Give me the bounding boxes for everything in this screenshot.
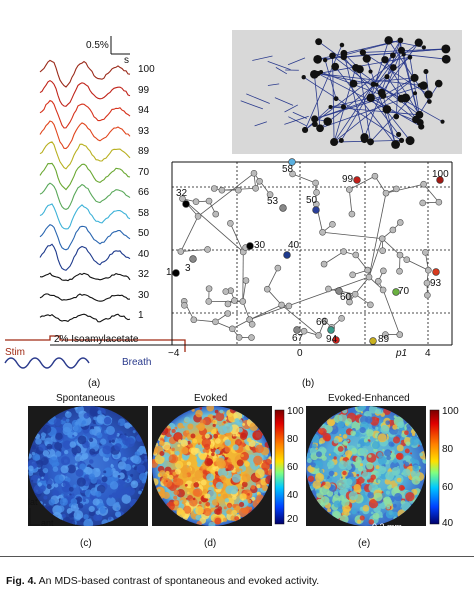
scale-time-label: s: [124, 55, 129, 66]
trace-line: [40, 273, 130, 281]
mds-node: [370, 338, 377, 345]
trace-label: 40: [138, 249, 149, 260]
trace-label: 32: [138, 269, 149, 280]
mds-node-label: 50: [306, 195, 317, 206]
trace-line: [40, 204, 130, 229]
ant-label: ant: [41, 518, 54, 528]
colorbar-d-tick: 100: [287, 406, 304, 417]
colorbar-d-tick: 20: [287, 514, 298, 525]
x-tick-4: 4: [425, 348, 431, 359]
mds-node: [173, 270, 180, 277]
mds-node: [183, 201, 190, 208]
mds-node-label: 94: [326, 334, 337, 345]
trace-label: 1: [138, 310, 144, 321]
mds-node: [433, 269, 440, 276]
trace-label: 30: [138, 290, 149, 301]
caption-body: An MDS-based contrast of spontaneous and…: [36, 575, 319, 587]
trace-label: 94: [138, 105, 149, 116]
mds-node: [190, 256, 197, 263]
x-tick-neg4: −4: [168, 348, 179, 359]
colorbar-d: [275, 410, 284, 524]
colorbar-e-tick: 100: [442, 406, 459, 417]
mds-node-label: 93: [430, 278, 441, 289]
colorbar-e: [430, 410, 439, 524]
evoked-map: [149, 404, 274, 529]
colorbar-d-tick: 40: [287, 490, 298, 501]
mds-node: [328, 327, 335, 334]
trace-label: 50: [138, 228, 149, 239]
figure-number: Fig. 4.: [6, 575, 36, 587]
mds-node: [313, 207, 320, 214]
scale-percent-label: 0.5%: [86, 40, 109, 51]
trace-line: [40, 314, 130, 322]
mds-node-label: 60: [340, 292, 351, 303]
mds-node-label: 40: [288, 240, 299, 251]
trace-label: 58: [138, 208, 149, 219]
trace-line: [40, 244, 130, 270]
panel-a-label: (a): [88, 378, 100, 389]
mds-node-label: 58: [282, 164, 293, 175]
spontaneous-map: [27, 405, 150, 529]
x-tick-0: 0: [297, 348, 303, 359]
colorbar-d-tick: 60: [287, 462, 298, 473]
colorbar-e-tick: 60: [442, 482, 453, 493]
trace-label: 89: [138, 146, 149, 157]
trace-label: 99: [138, 85, 149, 96]
mds-node: [354, 177, 361, 184]
scale-bar: [111, 36, 130, 54]
breath-trace: [5, 358, 89, 368]
mds-node-label: 70: [398, 286, 409, 297]
mds-node-label: 1: [166, 267, 172, 278]
trace-line: [40, 294, 130, 301]
trace-line: [40, 183, 130, 209]
evoked-enhanced-title: Evoked-Enhanced: [328, 393, 410, 404]
mds-node: [280, 205, 287, 212]
colorbar-e-tick: 40: [442, 518, 453, 529]
odor-label: 2% Isoamylacetate: [54, 334, 139, 345]
mds-node-label: 99: [342, 174, 353, 185]
colorbar-e-tick: 80: [442, 444, 453, 455]
mds-node-label: 30: [254, 240, 265, 251]
trace-label: 66: [138, 187, 149, 198]
caption-bar: Fig. 4. An MDS-based contrast of spontan…: [0, 556, 474, 592]
breath-label: Breath: [122, 357, 151, 368]
mds-node: [284, 252, 291, 259]
spontaneous-title: Spontaneous: [56, 393, 115, 404]
mds-node-label: 3: [185, 263, 191, 274]
trace-line: [40, 81, 130, 107]
trace-label: 100: [138, 64, 155, 75]
mds-node-label: 53: [267, 196, 278, 207]
axis-label-p1: p1: [396, 348, 407, 359]
panel-c-label: (c): [80, 538, 92, 549]
figure-canvas: [0, 0, 474, 556]
mds-node-label: 32: [176, 188, 187, 199]
panel-d-label: (d): [204, 538, 216, 549]
evoked-enhanced-map: [306, 402, 429, 526]
figure-caption: Fig. 4. An MDS-based contrast of spontan…: [6, 575, 319, 587]
mds-node-label: 67: [292, 333, 303, 344]
scale-bar-label: 0.2 mm: [372, 522, 402, 532]
evoked-title: Evoked: [194, 393, 227, 404]
trace-label: 70: [138, 167, 149, 178]
stim-label: Stim: [5, 347, 25, 358]
lat-label: lat: [28, 497, 38, 507]
panel-b-label: (b): [302, 378, 314, 389]
mds-node: [247, 243, 254, 250]
trace-group: [40, 60, 130, 321]
mds-node-label: 66: [316, 317, 327, 328]
trace-label: 93: [138, 126, 149, 137]
mds-node-label: 100: [432, 169, 449, 180]
mds-node-label: 89: [378, 334, 389, 345]
colorbar-d-tick: 80: [287, 434, 298, 445]
panel-e-label: (e): [358, 538, 370, 549]
mds-network: [173, 159, 444, 345]
